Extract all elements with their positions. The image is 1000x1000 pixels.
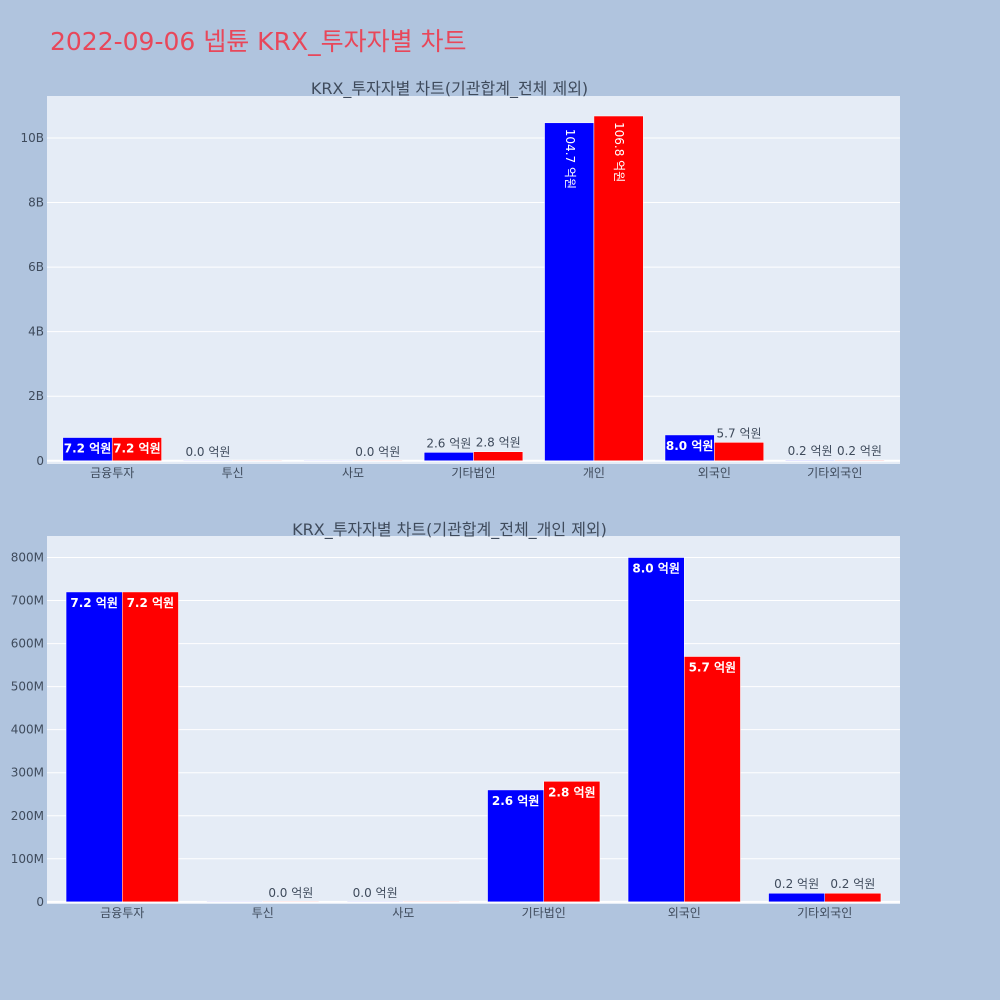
- bar: [122, 591, 179, 903]
- bar: [664, 434, 715, 462]
- bar: [352, 459, 403, 462]
- y-tick-label: 0: [36, 895, 44, 909]
- bar: [834, 459, 885, 462]
- plot-area: [47, 536, 900, 904]
- y-tick-label: 800M: [11, 551, 44, 565]
- chart-panels: KRX_투자자별 차트(기관합계_전체 제외) 0 2B 4B 6B 8B 10B 금융투자 7…: [11, 79, 900, 920]
- data-label: 0.0 억원: [353, 886, 398, 900]
- x-tick-label: 기타법인: [522, 906, 566, 920]
- chart-panel-2: KRX_투자자별 차트(기관합계_전체_개인 제외) 0 100M 200M 300M 4…: [11, 520, 900, 920]
- bar: [768, 892, 825, 903]
- bar: [714, 442, 764, 462]
- bar: [206, 900, 264, 903]
- bar: [487, 789, 544, 903]
- y-tick-label: 4B: [28, 325, 44, 339]
- chart-title: KRX_투자자별 차트(기관합계_전체 제외): [311, 79, 588, 99]
- plot-area: [47, 96, 900, 464]
- data-label: 0.2 억원: [788, 444, 833, 458]
- bar: [684, 656, 741, 903]
- data-label: 106.8 억원: [612, 122, 626, 182]
- bar: [423, 452, 474, 462]
- y-tick-label: 6B: [28, 260, 44, 274]
- bar: [824, 892, 882, 903]
- data-label: 0.2 억원: [774, 877, 819, 891]
- data-label: 5.7 억원: [689, 661, 737, 675]
- data-label: 7.2 억원: [127, 596, 175, 610]
- y-tick-label: 100M: [11, 852, 44, 866]
- data-label: 2.6 억원: [426, 436, 471, 450]
- x-tick-label: 금융투자: [90, 466, 134, 480]
- y-tick-label: 0: [36, 454, 44, 468]
- data-label: 0.2 억원: [837, 444, 882, 458]
- bar: [65, 591, 123, 903]
- bar: [303, 459, 354, 462]
- bar: [543, 781, 601, 903]
- y-tick-label: 300M: [11, 766, 44, 780]
- x-tick-label: 외국인: [698, 466, 731, 480]
- data-label: 0.0 억원: [185, 445, 230, 459]
- bar: [627, 557, 685, 903]
- data-label: 0.0 억원: [268, 886, 313, 900]
- x-tick-label: 기타외국인: [807, 466, 862, 480]
- bar: [593, 115, 644, 462]
- data-label: 7.2 억원: [70, 596, 118, 610]
- chart-panel-1: KRX_투자자별 차트(기관합계_전체 제외) 0 2B 4B 6B 8B 10B 금융투자 7…: [20, 79, 900, 480]
- y-tick-label: 8B: [28, 196, 44, 210]
- y-tick-label: 700M: [11, 594, 44, 608]
- bar: [111, 437, 162, 462]
- x-tick-label: 사모: [392, 906, 414, 920]
- data-label: 8.0 억원: [632, 562, 680, 576]
- x-tick-label: 기타외국인: [797, 906, 852, 920]
- data-label: 7.2 억원: [64, 442, 112, 456]
- data-label: 0.2 억원: [830, 877, 875, 891]
- y-tick-label: 400M: [11, 723, 44, 737]
- data-label: 5.7 억원: [717, 426, 762, 440]
- bar: [785, 459, 836, 462]
- x-tick-label: 사모: [342, 466, 364, 480]
- figure-title: 2022-09-06 넵튠 KRX_투자자별 차트: [50, 27, 467, 56]
- y-tick-label: 200M: [11, 809, 44, 823]
- data-label: 2.8 억원: [476, 436, 521, 450]
- chart-title: KRX_투자자별 차트(기관합계_전체_개인 제외): [292, 520, 607, 540]
- y-tick-label: 600M: [11, 637, 44, 651]
- y-tick-label: 2B: [28, 389, 44, 403]
- y-tick-label: 10B: [20, 131, 44, 145]
- bar: [183, 459, 233, 462]
- y-tick-label: 500M: [11, 680, 44, 694]
- bar: [473, 451, 524, 462]
- data-label: 2.8 억원: [548, 785, 596, 799]
- x-tick-label: 금융투자: [100, 906, 144, 920]
- x-tick-label: 개인: [583, 466, 605, 480]
- data-label: 104.7 억원: [563, 129, 577, 189]
- data-label: 7.2 억원: [113, 442, 161, 456]
- x-tick-label: 외국인: [668, 906, 701, 920]
- x-tick-label: 투신: [222, 466, 244, 480]
- bar: [346, 900, 404, 903]
- bar: [262, 900, 320, 903]
- bar: [232, 459, 283, 462]
- data-label: 2.6 억원: [492, 794, 540, 808]
- bar: [544, 122, 595, 462]
- x-tick-label: 기타법인: [451, 466, 495, 480]
- bar: [403, 900, 460, 903]
- x-tick-label: 투신: [252, 906, 274, 920]
- data-label: 0.0 억원: [355, 445, 400, 459]
- data-label: 8.0 억원: [666, 439, 714, 453]
